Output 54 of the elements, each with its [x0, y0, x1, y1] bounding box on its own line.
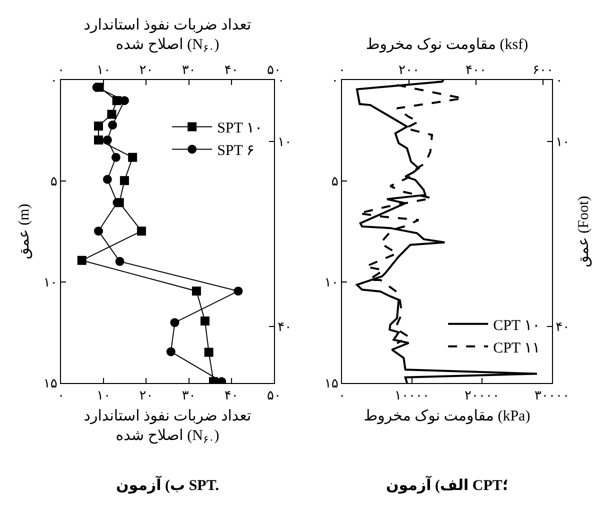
point — [107, 110, 116, 119]
point — [192, 286, 201, 296]
x2-tick-label: ۶۰۰ — [532, 62, 554, 77]
y-tick-label: ۱۰ — [324, 274, 338, 290]
y-tick-label: ۱۵ — [324, 376, 338, 391]
point — [200, 316, 210, 326]
x2-tick-label: ۴۰۰ — [465, 62, 486, 77]
point — [102, 135, 112, 144]
x2-tick-label: ۲۰۰ — [398, 62, 420, 77]
legend-label: CPT ۱۱ — [493, 340, 540, 356]
point — [111, 152, 120, 162]
x-axis-title: تعداد ضربات نفوذ استاندارد اصلاح شده (N$_{۶۰}$) — [84, 408, 252, 446]
point — [170, 318, 180, 328]
x-tick-label: ۲۰۰۰۰ — [464, 388, 500, 403]
point — [120, 176, 129, 186]
y-tick-label: ۰ — [331, 72, 338, 88]
y-tick-label: ۵ — [50, 174, 58, 189]
x-tick-label: ۴۰ — [224, 62, 238, 77]
y2-tick-label: ۴۰ — [556, 318, 570, 334]
text: الف) آزمون CPT؛ — [386, 475, 508, 494]
x2-axis-title: مقاومت نوک مخروط (ksf) — [366, 37, 528, 54]
y2-tick-label: ۴۰ — [278, 318, 292, 334]
y-tick-label: ۱۵ — [43, 376, 58, 391]
x2-axis-title: تعداد ضربات نفوذ استاندارد اصلاح شده (N$_{۶۰}$) — [84, 18, 252, 56]
point — [128, 152, 138, 162]
y-tick-label: ۵ — [331, 174, 338, 189]
point — [204, 348, 214, 357]
point — [137, 226, 146, 236]
y-tick-label: ۰ — [50, 72, 58, 88]
x-tick-label: ۱۰۰۰۰ — [394, 388, 430, 403]
point — [166, 347, 176, 356]
x-tick-label: ۳۰۰۰۰ — [534, 388, 570, 403]
legend-label: SPT ۱۰ — [217, 120, 263, 137]
y2-tick-label: ۱۰ — [278, 134, 292, 150]
point — [94, 135, 103, 144]
x-tick-label: ۲۰ — [139, 62, 154, 77]
x-tick-label: ۳۰ — [182, 62, 196, 77]
y-axis-title: عمق (m) — [16, 204, 33, 260]
y2-axis-title: عمق (Foot) — [576, 196, 592, 268]
y2-tick-label: ۰ — [556, 72, 563, 88]
point — [108, 120, 118, 130]
point — [234, 286, 243, 296]
y2-tick-label: ۱۰ — [556, 134, 570, 150]
x-tick-label: ۱۰ — [96, 62, 111, 77]
y-tick-label: ۱۰ — [43, 274, 58, 290]
point — [77, 256, 86, 265]
legend-label: CPT ۱۰ — [493, 318, 540, 334]
x-axis-title: مقاومت نوک مخروط (kPa) — [364, 408, 530, 425]
point — [102, 174, 112, 184]
point — [115, 256, 124, 266]
legend-label: SPT ۶ — [217, 143, 254, 160]
point — [94, 122, 103, 131]
text: ب) آزمون SPT. — [116, 475, 220, 494]
point — [94, 226, 103, 236]
